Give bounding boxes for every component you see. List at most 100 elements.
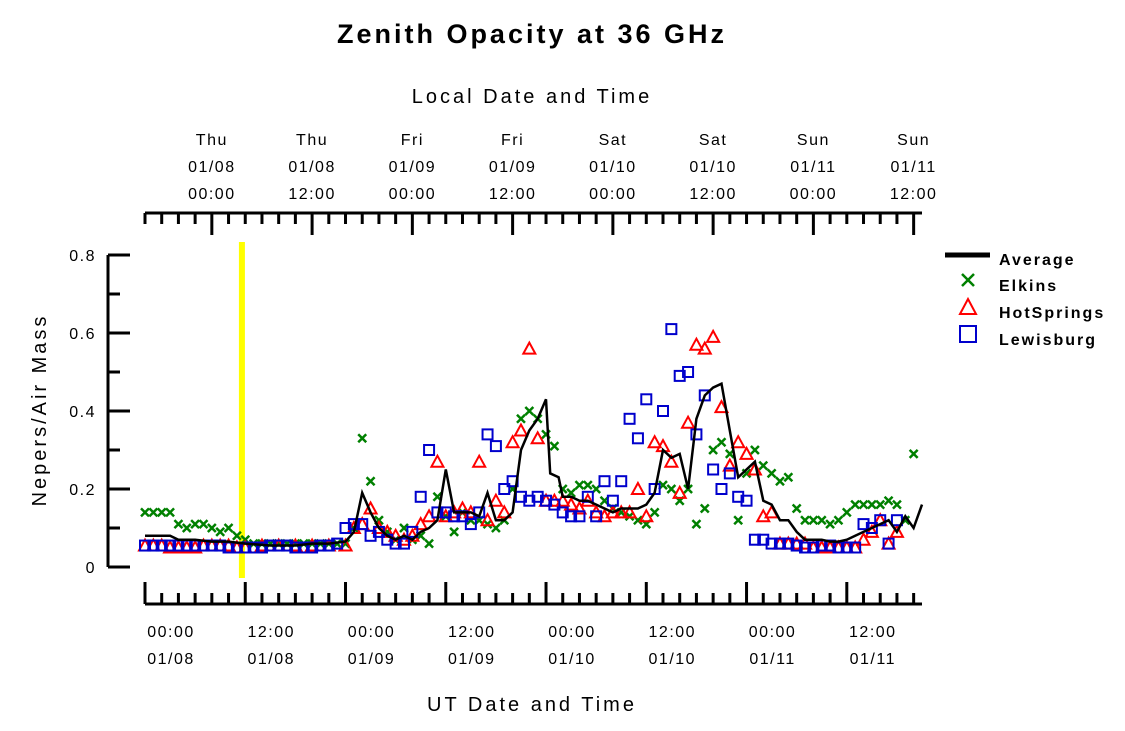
top-tick-day: Sun — [897, 132, 930, 149]
legend-label-average: Average — [999, 252, 1076, 269]
hotsprings-point — [722, 457, 738, 472]
series-layer — [137, 323, 924, 554]
elkins-point — [875, 499, 886, 510]
top-tick-date: 01/10 — [589, 159, 637, 176]
top-tick-time: 00:00 — [589, 186, 637, 203]
chart-title: Zenith Opacity at 36 GHz — [337, 19, 727, 49]
lewisburg-point — [147, 539, 160, 552]
lewisburg-point — [255, 541, 268, 554]
elkins-point — [232, 530, 242, 541]
hotsprings-point — [864, 523, 880, 538]
elkins-point — [866, 499, 877, 510]
top-tick-date: 01/08 — [288, 159, 336, 176]
lewisburg-point — [631, 432, 644, 445]
lewisburg-point — [682, 366, 695, 378]
lewisburg-point — [757, 533, 770, 546]
top-tick-day: Thu — [296, 132, 328, 149]
legend-swatch-elkins — [961, 273, 975, 287]
lewisburg-point — [556, 506, 569, 519]
hotsprings-point — [479, 512, 496, 527]
elkins-point — [140, 507, 150, 518]
elkins-point — [165, 507, 175, 518]
lewisburg-point — [406, 525, 419, 538]
legend: Average Elkins HotSprings Lewisburg — [945, 252, 1103, 349]
elkins-point — [800, 515, 810, 526]
elkins-point — [808, 515, 819, 526]
top-tick-time: 12:00 — [689, 186, 737, 203]
hotsprings-point — [521, 340, 538, 355]
lewisburg-point — [540, 494, 553, 507]
elkins-point — [750, 445, 760, 455]
top-tick-date: 01/11 — [890, 159, 936, 176]
hotsprings-point — [571, 500, 588, 515]
lewisburg-point — [707, 463, 720, 476]
hotsprings-point — [730, 434, 746, 449]
lewisburg-point — [514, 490, 527, 503]
axes-layer: Thu 01/08 00:00 Thu 01/08 12:00 Fri 01/09 00:00 F… — [69, 132, 938, 668]
elkins-point — [666, 484, 677, 494]
bottom-tick-date: 01/10 — [649, 651, 697, 668]
lewisburg-point — [773, 537, 786, 550]
lewisburg-point — [398, 537, 410, 550]
y-tick-label: 0.4 — [69, 404, 96, 421]
top-tick-time: 12:00 — [288, 186, 336, 203]
hotsprings-point — [429, 453, 446, 468]
lewisburg-point — [139, 539, 151, 552]
top-tick-time: 00:00 — [790, 186, 838, 203]
lewisburg-point — [698, 389, 711, 402]
y-tick-label: 0.8 — [69, 248, 96, 265]
elkins-point — [424, 538, 434, 549]
lewisburg-point — [657, 405, 669, 417]
elkins-point — [758, 460, 769, 471]
lewisburg-point — [364, 529, 377, 542]
elkins-point — [173, 519, 184, 529]
hotsprings-point — [413, 516, 429, 531]
elkins-point — [791, 503, 802, 514]
hotsprings-point — [646, 434, 663, 449]
highlight-bar — [238, 242, 245, 578]
elkins-point — [841, 507, 852, 518]
elkins-point — [883, 495, 894, 506]
lewisburg-point — [882, 537, 895, 550]
hotsprings-point — [496, 504, 512, 519]
hotsprings-point — [471, 453, 487, 468]
elkins-point — [825, 519, 835, 529]
hotsprings-point — [529, 430, 546, 445]
top-tick-time: 12:00 — [890, 186, 938, 203]
elkins-point — [733, 515, 744, 526]
lewisburg-point — [615, 475, 628, 488]
elkins-point — [482, 519, 493, 529]
lewisburg-point — [489, 440, 502, 453]
bottom-tick-date: 01/10 — [548, 651, 596, 668]
hotsprings-point — [504, 434, 521, 449]
elkins-point — [215, 527, 226, 537]
lewisburg-point — [297, 541, 310, 554]
lewisburg-point — [623, 412, 636, 425]
bottom-tick-date: 01/08 — [147, 651, 195, 668]
lewisburg-point — [573, 510, 586, 523]
bottom-tick-date: 01/08 — [247, 651, 295, 668]
hotsprings-point — [680, 414, 696, 429]
hotsprings-point — [630, 480, 646, 495]
bottom-tick-time: 12:00 — [849, 624, 897, 641]
x-axis-title: UT Date and Time — [427, 694, 637, 716]
elkins-point — [708, 445, 719, 455]
hotsprings-point — [738, 445, 755, 460]
top-tick-day: Sat — [599, 132, 628, 149]
elkins-point — [365, 476, 376, 487]
hotsprings-point — [563, 496, 579, 511]
hotsprings-point — [613, 504, 629, 519]
bottom-tick-time: 12:00 — [247, 624, 295, 641]
lewisburg-point — [322, 539, 335, 552]
top-tick-date: 01/11 — [790, 159, 836, 176]
elkins-point — [775, 476, 785, 487]
lewisburg-point — [531, 490, 544, 503]
lewisburg-point — [598, 475, 611, 488]
lewisburg-point — [498, 483, 511, 495]
elkins-point — [574, 480, 585, 490]
legend-label-lewisburg: Lewisburg — [999, 332, 1097, 349]
top-tick-time: 00:00 — [188, 186, 236, 203]
lewisburg-point — [356, 518, 369, 531]
elkins-point — [816, 515, 827, 526]
top-tick-time: 12:00 — [489, 186, 537, 203]
